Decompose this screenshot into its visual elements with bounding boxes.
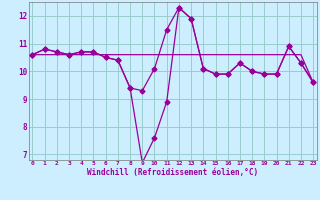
X-axis label: Windchill (Refroidissement éolien,°C): Windchill (Refroidissement éolien,°C) xyxy=(87,168,258,177)
